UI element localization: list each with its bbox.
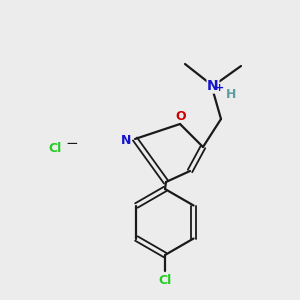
Text: N: N: [121, 134, 131, 146]
Text: H: H: [226, 88, 236, 100]
Text: O: O: [176, 110, 186, 122]
Text: +: +: [215, 83, 225, 93]
Text: Cl: Cl: [48, 142, 62, 154]
Text: N: N: [207, 79, 219, 93]
Text: Cl: Cl: [158, 274, 172, 286]
Text: −: −: [66, 136, 78, 152]
